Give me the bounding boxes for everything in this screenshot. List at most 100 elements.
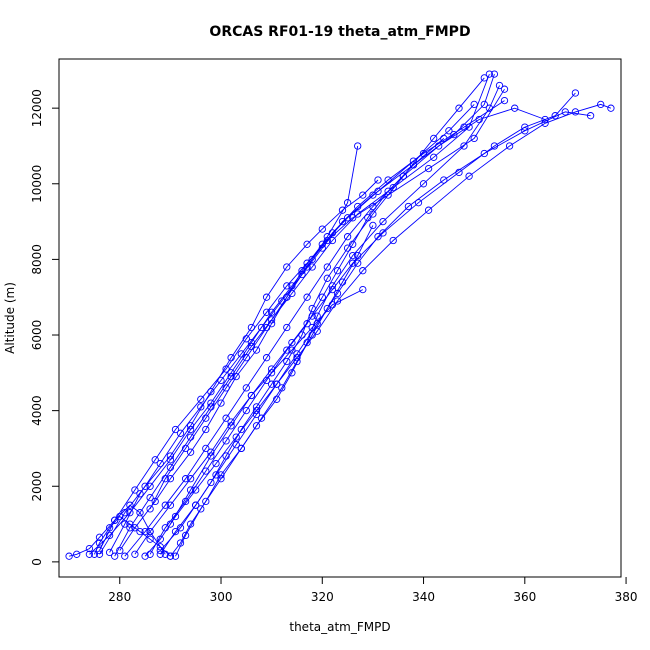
- data-point: [126, 509, 134, 517]
- y-tick-label: 6000: [30, 320, 44, 351]
- data-point: [597, 100, 605, 109]
- data-point: [217, 475, 225, 483]
- data-point: [146, 505, 154, 513]
- data-point: [500, 96, 509, 105]
- series-line: [144, 103, 612, 557]
- data-point: [166, 520, 175, 528]
- data-point: [318, 225, 326, 233]
- y-tick-label: 4000: [30, 395, 44, 426]
- data-point: [141, 482, 149, 490]
- data-point: [283, 323, 291, 332]
- series-10: [95, 85, 509, 555]
- data-point: [511, 104, 519, 112]
- data-point: [323, 274, 331, 282]
- data-point: [222, 384, 230, 392]
- data-point: [323, 233, 331, 241]
- data-point: [495, 81, 504, 90]
- x-tick-label: 380: [615, 590, 638, 604]
- data-point: [212, 471, 220, 479]
- data-point: [176, 429, 185, 437]
- x-tick-label: 300: [210, 590, 233, 604]
- series-14: [121, 104, 549, 560]
- data-point: [237, 444, 245, 453]
- series-line: [170, 85, 500, 557]
- data-point: [267, 369, 276, 377]
- data-point: [354, 259, 362, 267]
- data-point: [470, 134, 478, 143]
- x-tick-label: 360: [513, 590, 536, 604]
- data-point: [308, 323, 316, 332]
- x-tick-label: 340: [412, 590, 435, 604]
- data-point: [308, 263, 316, 271]
- series-11: [156, 108, 595, 558]
- data-point: [237, 350, 245, 358]
- data-point: [384, 187, 392, 195]
- data-point: [111, 516, 119, 524]
- data-point: [267, 380, 276, 388]
- data-point: [485, 70, 494, 78]
- data-point: [343, 214, 352, 222]
- y-axis-label: Altitude (m): [3, 282, 17, 354]
- data-point: [333, 289, 342, 298]
- data-point: [283, 357, 291, 366]
- series-7: [105, 70, 499, 557]
- data-point: [384, 176, 392, 184]
- series-line: [119, 104, 475, 551]
- data-point: [349, 259, 357, 267]
- data-point: [571, 108, 580, 116]
- data-point: [171, 552, 180, 560]
- data-point: [409, 157, 418, 165]
- data-point: [283, 346, 291, 354]
- y-tick-label: 12000: [30, 89, 44, 127]
- data-point: [217, 376, 225, 385]
- series-line: [109, 73, 495, 553]
- data-point: [156, 543, 164, 551]
- chart-title: ORCAS RF01-19 theta_atm_FMPD: [209, 24, 470, 40]
- data-point: [126, 501, 134, 509]
- data-point: [369, 202, 377, 211]
- series-8: [171, 221, 377, 560]
- data-point: [490, 70, 499, 78]
- data-point: [465, 172, 473, 180]
- data-point: [116, 512, 124, 521]
- data-point: [303, 293, 311, 301]
- data-point: [303, 240, 311, 248]
- series-line: [99, 88, 505, 551]
- series-line: [170, 289, 364, 525]
- data-point: [343, 199, 352, 207]
- x-tick-label: 320: [311, 590, 334, 604]
- data-point: [252, 410, 261, 419]
- data-point: [262, 308, 271, 316]
- data-point: [273, 380, 281, 388]
- series-line: [93, 515, 171, 557]
- data-point: [181, 475, 190, 483]
- data-point: [521, 123, 529, 131]
- data-point: [222, 437, 230, 445]
- series-line: [149, 145, 359, 510]
- series-4: [116, 100, 478, 555]
- y-tick-label: 8000: [30, 244, 44, 275]
- data-point: [465, 123, 473, 131]
- y-axis: 0 2000 4000 6000 8000 10000 12000: [30, 89, 59, 566]
- data-point: [156, 459, 164, 468]
- data-point: [252, 346, 261, 354]
- data-point: [440, 134, 448, 143]
- data-point: [460, 142, 468, 150]
- data-point: [232, 433, 240, 441]
- data-point: [161, 475, 169, 483]
- data-point: [303, 263, 311, 271]
- data-point: [161, 524, 169, 532]
- data-point: [419, 180, 428, 188]
- data-point: [186, 448, 195, 456]
- data-point: [121, 509, 129, 517]
- data-point: [131, 550, 139, 558]
- data-point: [475, 115, 483, 124]
- data-point: [521, 127, 529, 135]
- data-point: [278, 384, 286, 392]
- series-16: [166, 285, 367, 528]
- data-point: [551, 112, 559, 120]
- data-point: [111, 552, 119, 560]
- data-point: [171, 512, 180, 521]
- data-point: [131, 486, 139, 494]
